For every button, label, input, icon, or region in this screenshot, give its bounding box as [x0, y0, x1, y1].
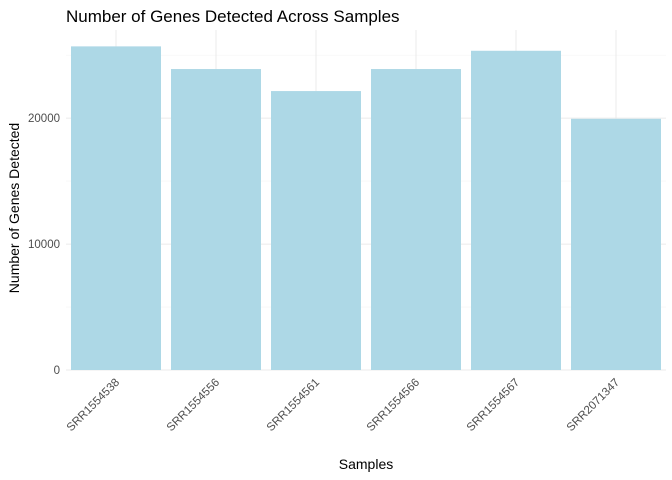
bar-srr2071347: [571, 118, 661, 371]
x-axis-ticks: SRR1554538 SRR1554556 SRR1554561 SRR1554566…: [65, 377, 622, 434]
y-tick-label: 0: [54, 365, 60, 377]
bar-srr1554566: [371, 69, 461, 370]
x-axis-title: Samples: [339, 456, 393, 472]
bars: [71, 46, 661, 371]
y-axis-title: Number of Genes Detected: [6, 123, 22, 293]
y-tick-label: 10000: [28, 239, 60, 251]
x-tick-label: SRR1554556: [165, 377, 222, 434]
bar-srr1554561: [271, 91, 361, 371]
chart-title: Number of Genes Detected Across Samples: [66, 7, 400, 26]
x-tick-label: SRR1554538: [65, 377, 122, 434]
y-axis-ticks: 0 10000 20000: [28, 113, 60, 377]
bar-srr1554556: [171, 69, 261, 370]
y-tick-label: 20000: [28, 113, 60, 125]
x-tick-label: SRR1554561: [265, 377, 322, 434]
x-tick-label: SRR1554566: [365, 377, 422, 434]
x-tick-label: SRR2071347: [565, 377, 622, 434]
x-tick-label: SRR1554567: [465, 377, 522, 434]
bar-srr1554538: [71, 46, 161, 371]
bar-srr1554567: [471, 50, 561, 371]
